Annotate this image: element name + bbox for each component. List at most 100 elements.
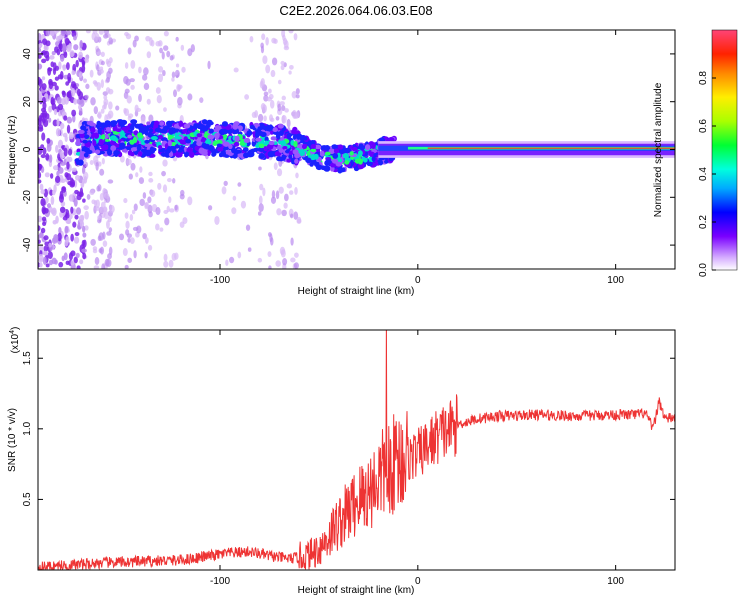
spectrogram-noise-cell bbox=[127, 47, 132, 55]
spectrogram-band-cell bbox=[258, 153, 266, 159]
spectrogram-noise-cell bbox=[41, 50, 48, 55]
spectrogram-band-cell bbox=[357, 163, 365, 170]
spectrogram-noise-cell bbox=[275, 190, 280, 200]
spectrogram-noise-cell bbox=[38, 215, 43, 223]
spectrogram-noise-cell bbox=[82, 232, 87, 238]
spectrogram-noise-cell bbox=[63, 147, 68, 157]
spectrogram-noise-cell bbox=[59, 54, 65, 62]
spectrogram-noise-cell bbox=[89, 189, 95, 196]
spectrogram-band-cell bbox=[83, 152, 89, 158]
spectrogram-noise-cell bbox=[148, 211, 153, 218]
spectrogram-noise-cell bbox=[172, 178, 176, 184]
chart-title: C2E2.2026.064.06.03.E08 bbox=[279, 3, 432, 18]
spectrogram-noise-cell bbox=[70, 260, 75, 266]
spectrogram-band-cell bbox=[214, 132, 220, 140]
spectrogram-noise-cell bbox=[99, 192, 104, 201]
spectrogram-noise-cell bbox=[150, 189, 156, 198]
spectrogram-noise-cell bbox=[75, 59, 79, 68]
spectrogram-noise-cell bbox=[155, 207, 161, 216]
spectrogram-noise-cell bbox=[180, 44, 185, 51]
spectrogram-noise-cell bbox=[61, 145, 66, 150]
spectrogram-noise-cell bbox=[135, 172, 139, 178]
spectrogram-noise-cell bbox=[144, 237, 149, 244]
spectrogram-noise-cell bbox=[294, 111, 300, 119]
spectrogram-noise-cell bbox=[98, 30, 105, 35]
spectrogram-noise-cell bbox=[91, 32, 96, 41]
spectrogram-band-cell bbox=[196, 138, 201, 144]
spectrogram-noise-cell bbox=[55, 30, 60, 33]
spectrogram-noise-cell bbox=[123, 198, 128, 204]
spectrogram-band-cell bbox=[79, 132, 86, 139]
spectrogram-noise-cell bbox=[94, 257, 100, 265]
colorbar: 0.0 0.2 0.4 0.6 0.8 Normalized spectral ampl… bbox=[653, 29, 738, 277]
spectrogram-band-cell bbox=[225, 150, 231, 155]
spectrogram-band-cell bbox=[160, 152, 167, 157]
spectrogram-band-cell bbox=[150, 136, 158, 141]
spectrogram-noise-cell bbox=[244, 94, 250, 100]
spectrogram-x-tick-label: 0 bbox=[415, 275, 421, 286]
spectrogram-band-cell bbox=[264, 140, 269, 146]
spectrogram-noise-cell bbox=[84, 94, 89, 100]
spectrogram-noise-cell bbox=[85, 83, 90, 90]
spectrogram-noise-cell bbox=[41, 96, 46, 104]
spectrogram-band-cell bbox=[137, 132, 143, 138]
spectrogram-noise-cell bbox=[93, 199, 98, 207]
spectrogram-noise-cell bbox=[38, 163, 43, 170]
spectrogram-noise-cell bbox=[54, 76, 59, 81]
colorbar-gradient bbox=[711, 29, 738, 271]
snr-x-axis-label: Height of straight line (km) bbox=[298, 585, 415, 596]
spectrogram-noise-cell bbox=[103, 33, 109, 39]
spectrogram-noise-cell bbox=[75, 207, 82, 215]
spectrogram-band-cell bbox=[97, 128, 102, 135]
spectrogram-noise-cell bbox=[94, 206, 100, 211]
spectrogram-band-cell bbox=[325, 159, 332, 165]
spectrogram-noise-cell bbox=[55, 215, 59, 224]
spectrogram-band-cell bbox=[364, 144, 371, 151]
spectrogram-band-cell bbox=[218, 128, 226, 136]
spectrogram-noise-cell bbox=[166, 205, 170, 213]
snr-y-axis-label: SNR (10 * v/v) bbox=[7, 408, 18, 472]
spectrogram-noise-cell bbox=[295, 94, 300, 99]
spectrogram-noise-cell bbox=[257, 113, 264, 123]
spectrogram-noise-cell bbox=[158, 73, 164, 83]
spectrogram-noise-cell bbox=[42, 221, 47, 226]
spectrogram-band-cell bbox=[268, 140, 275, 146]
spectrogram-noise-cell bbox=[108, 246, 113, 256]
snr-y-multiplier-close: ) bbox=[10, 327, 21, 330]
spectrogram-noise-cell bbox=[50, 209, 56, 215]
spectrogram-band-cell bbox=[127, 150, 133, 156]
spectrogram-noise-cell bbox=[269, 233, 273, 242]
spectrogram-noise-cell bbox=[139, 166, 143, 173]
spectrogram-noise-cell bbox=[81, 178, 86, 184]
spectrogram-noise-cell bbox=[39, 183, 44, 191]
spectrogram-noise-cell bbox=[77, 224, 81, 230]
spectrogram-noise-cell bbox=[50, 96, 54, 106]
spectrogram-noise-cell bbox=[171, 77, 175, 82]
spectrogram-band-cell bbox=[110, 145, 117, 152]
spectrogram-noise-cell bbox=[66, 91, 72, 98]
spectrogram-noise-cell bbox=[276, 208, 282, 216]
spectrogram-band-cell bbox=[315, 164, 323, 171]
spectrogram-noise-cell bbox=[106, 231, 112, 236]
spectrogram-noise-cell bbox=[187, 196, 193, 206]
spectrogram-noise-cell bbox=[262, 187, 266, 197]
spectrogram-band-cell bbox=[162, 125, 170, 131]
spectrogram-noise-cell bbox=[41, 76, 46, 81]
spectrogram-noise-cell bbox=[62, 90, 67, 98]
spectrogram-noise-cell bbox=[58, 166, 64, 174]
spectrogram-band-cell bbox=[220, 150, 226, 157]
spectrogram-noise-cell bbox=[132, 39, 137, 48]
spectrogram-noise-cell bbox=[73, 236, 80, 244]
spectrogram-noise-cell bbox=[166, 50, 171, 58]
spectrogram-band-cell bbox=[232, 123, 239, 130]
spectrogram-noise-cell bbox=[258, 203, 264, 212]
spectrogram-noise-cell bbox=[42, 147, 47, 155]
spectrogram-band-cell bbox=[303, 136, 308, 141]
spectrogram-noise-cell bbox=[51, 257, 57, 265]
spectrogram-noise-cell bbox=[71, 109, 77, 117]
spectrogram-noise-cell bbox=[290, 237, 294, 246]
spectrogram-band-cell bbox=[89, 126, 96, 133]
spectrogram-noise-cell bbox=[65, 173, 72, 181]
spectrogram-noise-cell bbox=[174, 71, 178, 76]
spectrogram-noise-cell bbox=[45, 54, 50, 62]
